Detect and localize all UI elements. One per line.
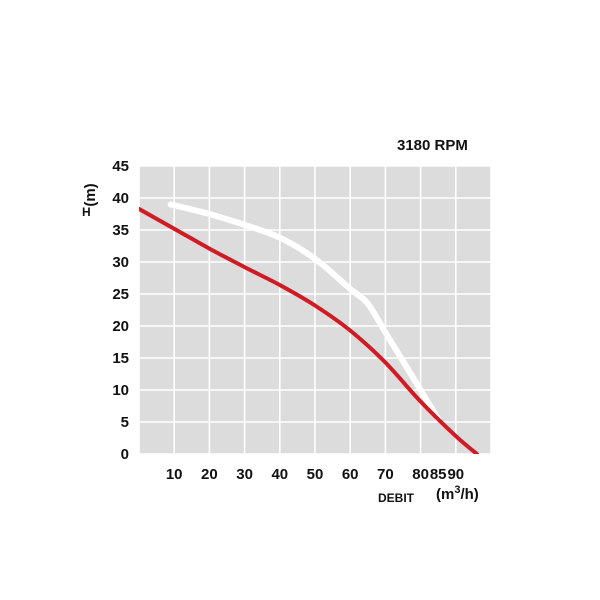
series-line-red <box>139 206 479 454</box>
y-axis-letter: H <box>82 205 91 219</box>
x-tick-label: 10 <box>166 466 183 483</box>
x-tick-label: 85 <box>430 466 447 483</box>
x-tick-label: 50 <box>307 466 324 483</box>
y-tick-label: 15 <box>112 350 129 367</box>
y-tick-label: 35 <box>112 222 129 239</box>
y-tick-label: 45 <box>112 158 129 175</box>
y-tick-label: 25 <box>112 286 129 303</box>
series-layer <box>139 201 479 454</box>
x-tick-label: 40 <box>271 466 288 483</box>
y-tick-label: 10 <box>112 382 129 399</box>
x-axis-unit-superscript: 3 <box>454 484 460 496</box>
x-tick-labels: 10 20 30 40 50 60 70 80 85 90 <box>166 466 464 483</box>
y-tick-label: 20 <box>112 318 129 335</box>
chart-title: 3180 RPM <box>397 137 468 154</box>
y-tick-label: 30 <box>112 254 129 271</box>
y-tick-label: 0 <box>121 446 129 463</box>
x-tick-label: 30 <box>236 466 253 483</box>
y-tick-label: 5 <box>121 414 129 431</box>
y-axis-unit: (m) <box>82 183 99 206</box>
x-tick-label: 80 <box>412 466 429 483</box>
x-tick-label: 60 <box>342 466 359 483</box>
series-line-white <box>167 201 442 422</box>
x-axis-unit-suffix: /h) <box>460 486 478 503</box>
x-axis-unit-prefix: (m <box>436 486 454 503</box>
y-tick-labels: 0 5 10 15 20 25 30 35 40 45 <box>112 158 129 463</box>
x-axis-unit: (m3/h) <box>436 484 479 503</box>
y-tick-label: 40 <box>112 190 129 207</box>
x-tick-label: 20 <box>201 466 218 483</box>
x-tick-label: 90 <box>447 466 464 483</box>
x-tick-label: 70 <box>377 466 394 483</box>
x-axis-word: DEBIT <box>378 491 415 505</box>
